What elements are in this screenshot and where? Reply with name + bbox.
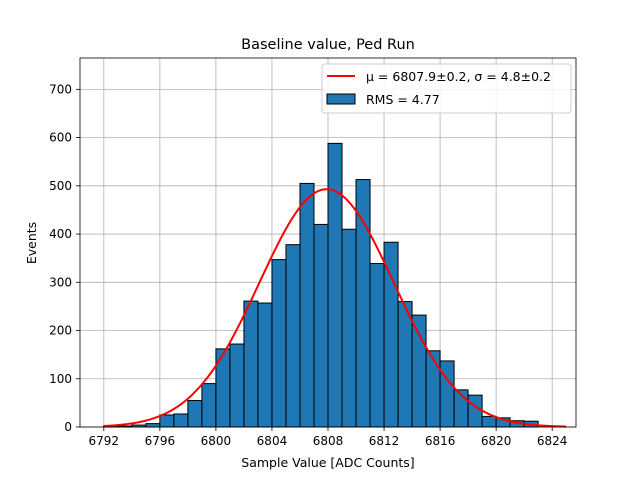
legend: μ = 6807.9±0.2, σ = 4.8±0.2 RMS = 4.77: [321, 63, 572, 114]
x-tick-label: 6820: [481, 434, 512, 448]
histogram-bar: [299, 182, 315, 428]
chart-title: Baseline value, Ped Run: [241, 37, 415, 53]
x-tick-label: 6812: [369, 434, 400, 448]
y-tick-label: 600: [49, 131, 72, 145]
y-tick-label: 500: [49, 179, 72, 193]
histogram-bar: [145, 423, 161, 428]
histogram-bar: [439, 360, 455, 428]
histogram-bar: [159, 414, 175, 428]
x-axis-label: Sample Value [ADC Counts]: [241, 455, 414, 470]
y-tick-label: 700: [49, 82, 72, 96]
histogram-bar: [481, 415, 497, 428]
y-tick-label: 0: [64, 420, 72, 434]
histogram-bar: [383, 241, 399, 428]
histogram-bar: [187, 399, 203, 428]
x-tick-label: 6816: [425, 434, 456, 448]
histogram-bar: [229, 343, 245, 428]
legend-histogram-label: RMS = 4.77: [366, 92, 440, 107]
legend-fit-label: μ = 6807.9±0.2, σ = 4.8±0.2: [366, 69, 551, 84]
x-tick-label: 6824: [537, 434, 568, 448]
histogram-bar: [243, 300, 259, 428]
gaussian-fit: [103, 188, 567, 428]
x-tick-label: 6800: [201, 434, 232, 448]
histogram-bar: [425, 350, 441, 428]
histogram-bar: [271, 259, 287, 428]
x-tick-label: 6796: [145, 434, 176, 448]
histogram-bar: [397, 301, 413, 428]
histogram-bar: [355, 179, 371, 428]
histogram-bar: [257, 302, 273, 428]
x-tick-label: 6792: [89, 434, 120, 448]
x-tick-label: 6804: [257, 434, 288, 448]
histogram-bar: [313, 223, 329, 428]
histogram-bar: [467, 394, 483, 428]
y-axis-label: Events: [24, 222, 39, 264]
y-tick-label: 100: [49, 372, 72, 386]
legend-box: [321, 63, 572, 114]
histogram-bar: [369, 262, 385, 428]
histogram-bar: [285, 244, 301, 428]
histogram-bar: [173, 413, 189, 428]
y-tick-label: 200: [49, 324, 72, 338]
y-tick-label: 300: [49, 275, 72, 289]
legend-histogram-swatch: [326, 93, 356, 105]
histogram-bar: [201, 383, 217, 428]
axis-ticks: 6792 6796 6800 6804 6808 6812 6816 6820 6824 0 100…: [49, 82, 567, 448]
y-tick-label: 400: [49, 227, 72, 241]
histogram-bar: [341, 228, 357, 428]
histogram-bar: [411, 314, 427, 428]
gaussian-fit-curve: [103, 188, 567, 428]
histogram-bar: [327, 142, 343, 428]
x-tick-label: 6808: [313, 434, 344, 448]
